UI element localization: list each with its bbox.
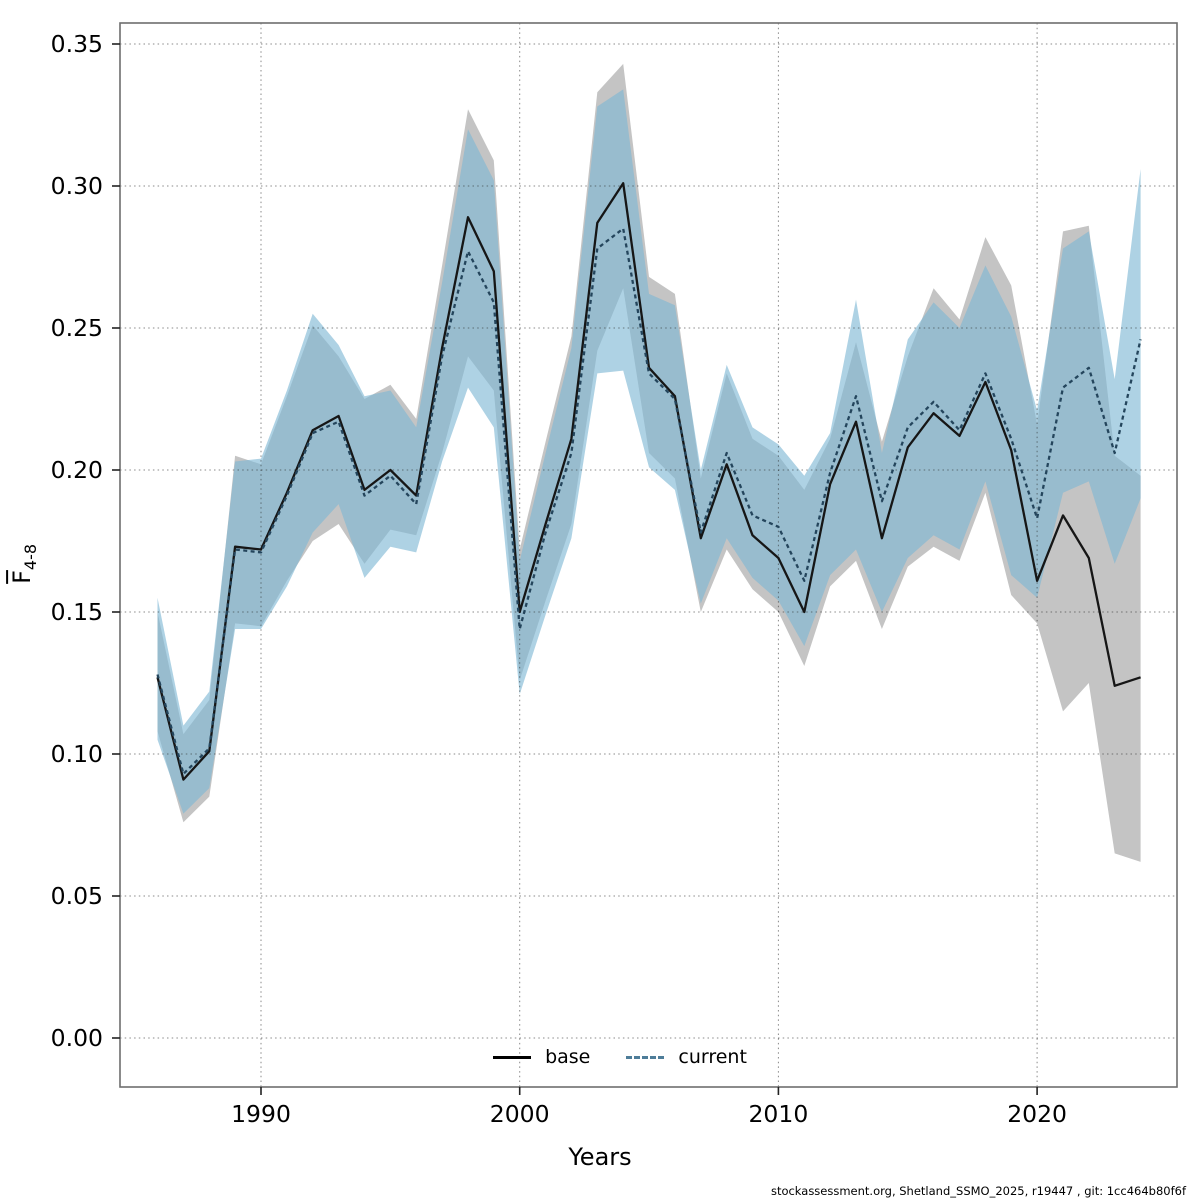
y-tick-label: 0.15: [51, 598, 103, 626]
y-axis-label-sub: 4-8: [20, 543, 40, 571]
current-line-sample-icon: [626, 1055, 665, 1059]
base-line-sample-icon: [493, 1055, 532, 1059]
y-tick-label: 0.35: [51, 30, 103, 58]
plot-frame: [119, 22, 1178, 1088]
x-tick-label: 2000: [490, 1100, 550, 1128]
y-tick-label: 0.05: [51, 882, 103, 910]
y-tick-label: 0.20: [51, 456, 103, 484]
footer-credit: stockassessment.org, Shetland_SSMO_2025,…: [770, 1184, 1186, 1198]
y-tick-label: 0.25: [51, 314, 103, 342]
x-tick-label: 1990: [231, 1100, 291, 1128]
legend-item-current: current: [626, 1046, 747, 1068]
y-axis-label-main: F: [8, 570, 37, 584]
legend: base current: [440, 1040, 800, 1074]
y-tick-label: 0.30: [51, 172, 103, 200]
y-tick-label: 0.00: [51, 1024, 103, 1052]
y-axis-label: F4-8: [8, 504, 40, 624]
legend-base-label: base: [545, 1046, 591, 1068]
y-tick-label: 0.10: [51, 740, 103, 768]
x-tick-label: 2020: [1007, 1100, 1067, 1128]
current-confidence-band: [157, 89, 1141, 814]
x-axis-label: Years: [568, 1143, 632, 1171]
legend-current-label: current: [678, 1046, 747, 1068]
x-tick-label: 2010: [748, 1100, 808, 1128]
current-line: [156, 227, 1142, 776]
legend-item-base: base: [493, 1046, 590, 1068]
